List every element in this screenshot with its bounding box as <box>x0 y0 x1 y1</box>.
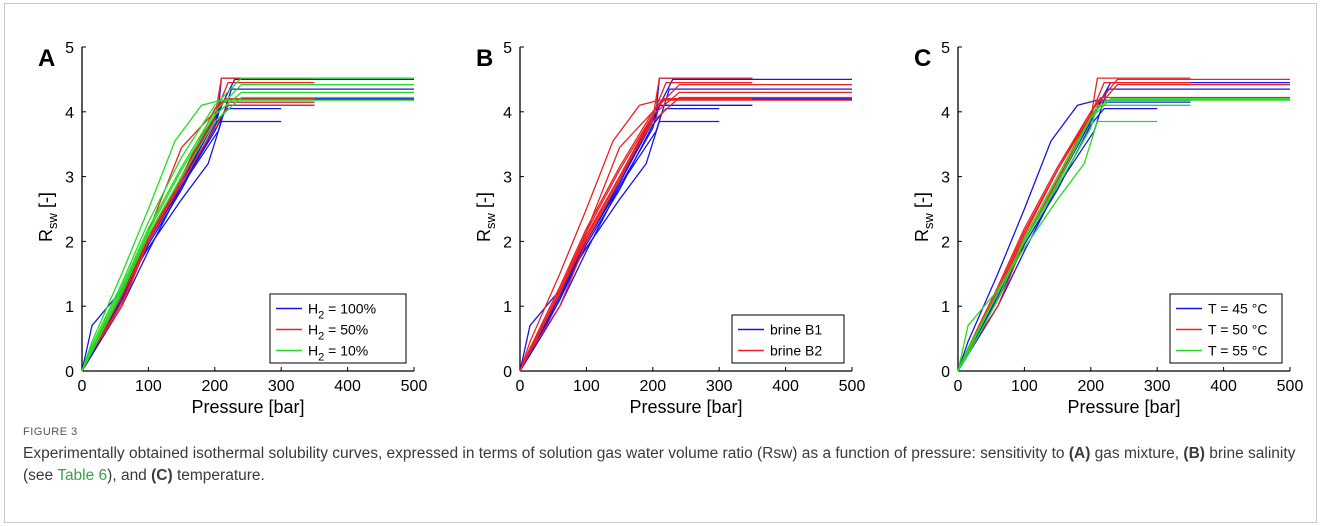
series-line <box>519 77 753 372</box>
panel-letter: A <box>38 45 55 72</box>
y-tick-label: 3 <box>65 170 74 187</box>
x-tick-label: 400 <box>1210 378 1237 395</box>
series-line <box>81 96 414 372</box>
y-tick-label: 5 <box>503 40 512 57</box>
legend-label: T = 45 °C <box>1208 301 1267 317</box>
legend-box <box>269 293 407 364</box>
caption-part: temperature. <box>172 467 265 484</box>
x-tick-label: 200 <box>201 378 228 395</box>
y-tick-label: 4 <box>941 105 950 122</box>
y-tick-label: 2 <box>503 234 512 251</box>
y-tick-label: 3 <box>941 170 950 187</box>
x-tick-label: 300 <box>706 378 733 395</box>
legend-label: brine B1 <box>770 322 822 338</box>
series-line <box>957 81 1191 372</box>
series-line <box>81 120 282 372</box>
figure-panels: A 0 100 200 300 400 500 0 1 2 3 4 5 Pressure [bar] Rsw… <box>36 40 1304 417</box>
x-tick-label: 0 <box>516 378 525 395</box>
series-line <box>519 96 852 372</box>
series-line <box>519 99 852 372</box>
caption-part: Experimentally obtained isothermal solub… <box>23 445 1069 462</box>
x-axis-label: Pressure [bar] <box>191 397 304 417</box>
y-axis-label: Rsw [-] <box>474 192 498 242</box>
series-line <box>81 101 315 372</box>
y-tick-label: 1 <box>941 299 950 316</box>
panel-letter: C <box>914 45 931 72</box>
legend-label: T = 55 °C <box>1208 343 1267 359</box>
series-line <box>519 83 852 372</box>
y-tick-label: 3 <box>503 170 512 187</box>
x-tick-label: 200 <box>1077 378 1104 395</box>
y-tick-label: 4 <box>503 105 512 122</box>
chart-panel-a: A 0 100 200 300 400 500 0 1 2 3 4 5 Pressure [bar] Rsw… <box>36 40 428 417</box>
x-tick-label: 0 <box>78 378 87 395</box>
x-tick-label: 400 <box>772 378 799 395</box>
legend-box <box>1169 293 1283 364</box>
caption-part: gas mixture, <box>1090 445 1184 462</box>
legend-box <box>731 314 845 364</box>
caption-part: brine salinity (see <box>23 445 1296 484</box>
y-tick-label: 5 <box>941 40 950 57</box>
x-axis-label: Pressure [bar] <box>1067 397 1180 417</box>
legend-label: H2 = 50% <box>308 322 368 343</box>
series-line <box>81 77 414 372</box>
caption-ref-b: (B) <box>1183 445 1205 462</box>
y-tick-label: 5 <box>65 40 74 57</box>
legend-label: H2 = 10% <box>308 343 368 364</box>
x-tick-label: 100 <box>1011 378 1038 395</box>
caption-text: Experimentally obtained isothermal solub… <box>23 443 1303 487</box>
y-tick-label: 0 <box>65 364 74 381</box>
x-tick-label: 200 <box>639 378 666 395</box>
figure-caption: FIGURE 3 Experimentally obtained isother… <box>23 426 1303 487</box>
series-line <box>957 120 1158 372</box>
chart-panel-b: B 0 100 200 300 400 500 0 1 2 3 4 5 Pressure [bar] Rsw… <box>474 40 866 417</box>
x-tick-label: 100 <box>135 378 162 395</box>
x-tick-label: 500 <box>1277 378 1304 395</box>
y-tick-label: 4 <box>65 105 74 122</box>
x-tick-label: 500 <box>401 378 428 395</box>
caption-ref-a: (A) <box>1068 445 1091 462</box>
x-tick-label: 500 <box>839 378 866 395</box>
x-tick-label: 0 <box>954 378 963 395</box>
caption-part: ), and <box>107 467 152 484</box>
y-tick-label: 2 <box>65 234 74 251</box>
y-tick-label: 1 <box>65 299 74 316</box>
caption-ref-c: (C) <box>151 467 173 484</box>
series-line <box>957 77 1191 372</box>
x-tick-label: 300 <box>1144 378 1171 395</box>
series-line <box>957 98 1290 372</box>
x-axis-label: Pressure [bar] <box>629 397 742 417</box>
y-tick-label: 0 <box>941 364 950 381</box>
x-tick-label: 100 <box>573 378 600 395</box>
x-tick-label: 400 <box>334 378 361 395</box>
series-line <box>519 88 852 372</box>
y-tick-label: 2 <box>941 234 950 251</box>
series-line <box>81 99 414 372</box>
chart-panel-c: C 0 100 200 300 400 500 0 1 2 3 4 5 Pressure [bar] Rsw… <box>912 40 1304 417</box>
y-axis-label: Rsw [-] <box>912 192 936 242</box>
series-line <box>957 99 1290 372</box>
series-line <box>957 107 1158 372</box>
table-6-link[interactable]: Table 6 <box>57 467 108 484</box>
panel-letter: B <box>476 45 493 72</box>
series-line <box>519 81 753 372</box>
y-axis-label: Rsw [-] <box>36 192 60 242</box>
legend-label: brine B2 <box>770 343 822 359</box>
y-tick-label: 1 <box>503 299 512 316</box>
y-tick-label: 0 <box>503 364 512 381</box>
legend-label: H2 = 100% <box>308 301 376 322</box>
legend-label: T = 50 °C <box>1208 322 1267 338</box>
figure-label: FIGURE 3 <box>23 426 78 438</box>
figure-frame <box>4 3 1317 523</box>
series-line <box>81 83 414 372</box>
x-tick-label: 300 <box>268 378 295 395</box>
series-line <box>519 120 720 372</box>
